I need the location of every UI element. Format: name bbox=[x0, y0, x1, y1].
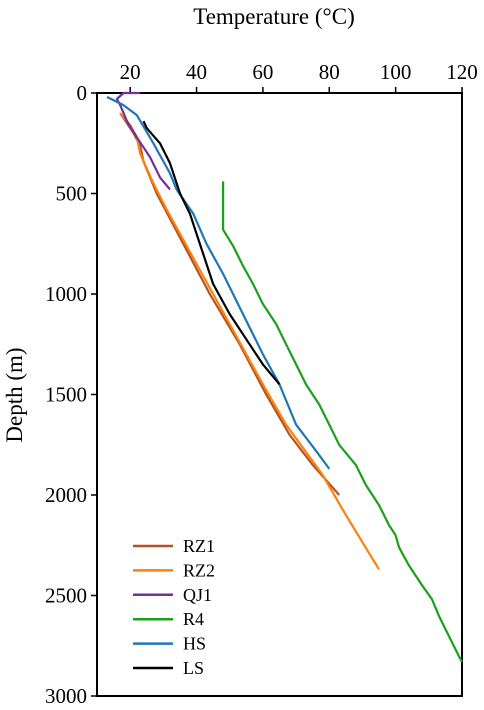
legend-label-rz1: RZ1 bbox=[183, 536, 215, 556]
legend-label-qj1: QJ1 bbox=[183, 585, 212, 605]
legend-label-r4: R4 bbox=[183, 609, 204, 629]
x-tick-label: 80 bbox=[319, 60, 340, 84]
y-tick-label: 1000 bbox=[45, 282, 87, 306]
series-line-qj1 bbox=[115, 91, 171, 191]
x-tick-label: 100 bbox=[380, 60, 412, 84]
y-axis-title: Depth (m) bbox=[2, 347, 27, 442]
x-axis-title: Temperature (°C) bbox=[193, 4, 354, 29]
y-tick-label: 2500 bbox=[45, 584, 87, 608]
y-axis-ticks: 0 500 1000 1500 2000 2500 3000 bbox=[45, 81, 97, 708]
x-tick-label: 120 bbox=[446, 60, 478, 84]
y-tick-label: 500 bbox=[56, 182, 88, 206]
legend-label-rz2: RZ2 bbox=[183, 560, 215, 580]
y-tick-label: 1500 bbox=[45, 383, 87, 407]
series-line-r4 bbox=[222, 181, 463, 663]
x-axis-ticks: 20 40 60 80 100 120 bbox=[120, 60, 478, 93]
legend: RZ1 RZ2 QJ1 R4 HS LS bbox=[133, 536, 215, 678]
legend-label-hs: HS bbox=[183, 634, 206, 654]
series-line-rz2 bbox=[119, 112, 380, 570]
data-series bbox=[106, 91, 463, 663]
x-tick-label: 60 bbox=[252, 60, 273, 84]
series-line-hs bbox=[106, 96, 331, 470]
y-tick-label: 0 bbox=[77, 81, 88, 105]
x-tick-label: 20 bbox=[120, 60, 141, 84]
series-line-ls bbox=[142, 120, 281, 386]
y-tick-label: 2000 bbox=[45, 483, 87, 507]
legend-label-ls: LS bbox=[183, 658, 204, 678]
y-tick-label: 3000 bbox=[45, 684, 87, 708]
x-tick-label: 40 bbox=[186, 60, 207, 84]
